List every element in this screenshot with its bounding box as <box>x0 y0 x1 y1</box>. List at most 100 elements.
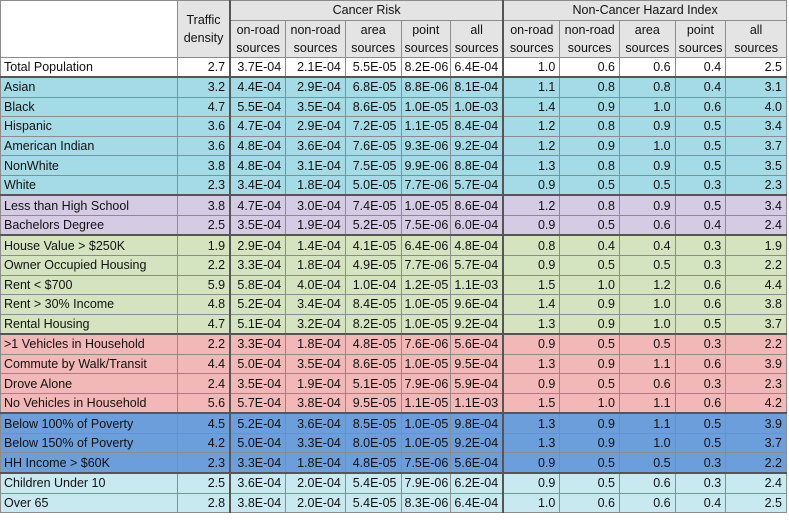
cancer-risk-cell: 5.7E-04 <box>450 255 504 276</box>
hazard-index-cell: 0.9 <box>502 214 561 236</box>
table-row: Total Population 2.7 3.7E-04 2.1E-04 5.5E-05… <box>0 56 787 78</box>
cancer-risk-cell: 5.6E-04 <box>450 333 504 355</box>
cancer-risk-cell: 9.2E-04 <box>450 432 504 454</box>
cancer-risk-cell: 2.9E-04 <box>229 234 287 257</box>
hazard-index-cell: 3.7 <box>725 135 787 157</box>
cancer-risk-cell: 3.8E-04 <box>229 492 287 514</box>
hazard-index-cell: 1.0 <box>619 432 676 454</box>
hazard-index-cell: 3.5 <box>725 155 787 176</box>
cancer-risk-cell: 8.6E-05 <box>344 353 402 375</box>
hazard-index-cell: 1.0 <box>502 492 561 514</box>
cancer-risk-cell: 8.8E-04 <box>450 155 504 176</box>
risk-table: Traffic density Cancer Risk Non-Cancer H… <box>0 0 788 514</box>
cancer-risk-cell: 6.2E-04 <box>450 472 504 494</box>
cancer-risk-cell: 9.2E-04 <box>450 313 504 335</box>
hazard-index-cell: 0.8 <box>619 76 676 98</box>
cancer-risk-cell: 2.0E-04 <box>285 472 346 494</box>
hazard-index-cell: 1.0 <box>559 274 620 296</box>
hazard-index-cell: 2.5 <box>725 56 787 78</box>
hazard-index-cell: 0.9 <box>502 452 561 474</box>
cancer-risk-cell: 6.4E-06 <box>400 234 452 257</box>
header-row-sources: on-road sources non-road sources area sources… <box>1 19 787 58</box>
cancer-risk-cell: 2.1E-04 <box>285 56 346 78</box>
cancer-risk-cell: 5.0E-04 <box>229 432 287 454</box>
table-body: Total Population 2.7 3.7E-04 2.1E-04 5.5E-05… <box>0 56 787 514</box>
cancer-risk-cell: 9.3E-06 <box>400 135 452 157</box>
cancer-risk-cell: 7.5E-05 <box>344 155 402 176</box>
table-row: Drove Alone 2.4 3.5E-04 1.9E-04 5.1E-05 7.9E-… <box>0 373 787 394</box>
row-label: Black <box>0 96 178 118</box>
hazard-index-cell: 0.3 <box>674 373 727 394</box>
hazard-index-cell: 0.9 <box>619 194 676 216</box>
hazard-index-cell: 0.5 <box>674 412 727 434</box>
traffic-density-cell: 4.7 <box>176 96 231 118</box>
row-label: No Vehicles in Household <box>0 392 178 414</box>
cancer-risk-cell: 8.8E-06 <box>400 76 452 98</box>
cancer-risk-cell: 4.9E-05 <box>344 255 402 276</box>
hazard-index-cell: 1.3 <box>502 412 561 434</box>
row-label: Drove Alone <box>0 373 178 394</box>
cancer-risk-cell: 8.3E-06 <box>400 492 452 514</box>
hazard-index-cell: 3.7 <box>725 313 787 335</box>
table-row: Hispanic 3.6 4.7E-04 2.9E-04 7.2E-05 1.1E-05 8… <box>0 116 787 137</box>
cancer-risk-cell: 5.5E-04 <box>229 96 287 118</box>
hazard-index-cell: 1.2 <box>619 274 676 296</box>
hazard-index-cell: 0.3 <box>674 234 727 257</box>
row-label: American Indian <box>0 135 178 157</box>
hazard-index-cell: 0.9 <box>502 472 561 494</box>
cancer-risk-cell: 1.0E-03 <box>450 96 504 118</box>
hazard-index-cell: 1.0 <box>502 56 561 78</box>
hazard-index-cell: 0.9 <box>502 255 561 276</box>
hazard-index-cell: 0.5 <box>674 194 727 216</box>
cancer-risk-cell: 1.0E-05 <box>400 294 452 315</box>
hazard-index-cell: 1.5 <box>502 392 561 414</box>
traffic-density-cell: 2.2 <box>176 333 231 355</box>
header-cancer-risk: Cancer Risk <box>229 0 504 21</box>
cancer-risk-cell: 8.0E-05 <box>344 432 402 454</box>
cancer-risk-cell: 5.4E-05 <box>344 492 402 514</box>
hazard-index-cell: 1.4 <box>502 96 561 118</box>
table-row: Commute by Walk/Transit 4.4 5.0E-04 3.5E-04… <box>0 353 787 375</box>
cancer-risk-cell: 9.5E-05 <box>344 392 402 414</box>
header-corner <box>0 0 178 58</box>
table-row: Bachelors Degree 2.5 3.5E-04 1.9E-04 5.2E-05… <box>0 214 787 236</box>
cancer-risk-cell: 4.8E-05 <box>344 452 402 474</box>
hazard-index-cell: 0.9 <box>559 313 620 335</box>
cancer-risk-cell: 1.0E-05 <box>400 353 452 375</box>
hazard-index-cell: 0.6 <box>674 274 727 296</box>
traffic-density-cell: 2.3 <box>176 452 231 474</box>
cancer-risk-cell: 3.5E-04 <box>229 214 287 236</box>
hazard-index-cell: 0.5 <box>559 472 620 494</box>
hazard-index-cell: 3.7 <box>725 432 787 454</box>
hazard-index-cell: 1.4 <box>502 294 561 315</box>
hazard-index-cell: 0.5 <box>674 313 727 335</box>
hazard-index-cell: 0.9 <box>559 412 620 434</box>
hazard-index-cell: 0.5 <box>674 116 727 137</box>
hazard-index-cell: 0.6 <box>619 492 676 514</box>
hazard-index-cell: 0.8 <box>559 194 620 216</box>
header-cancer-area-sources: area sources <box>344 19 402 58</box>
table-row: Below 150% of Poverty 4.2 5.0E-04 3.3E-04 8.… <box>0 432 787 454</box>
traffic-density-cell: 1.9 <box>176 234 231 257</box>
cancer-risk-cell: 5.2E-04 <box>229 294 287 315</box>
header-row-group: Traffic density Cancer Risk Non-Cancer H… <box>0 0 788 58</box>
row-label: Rent > 30% Income <box>0 294 178 315</box>
traffic-density-cell: 3.6 <box>176 135 231 157</box>
cancer-risk-cell: 5.1E-05 <box>344 373 402 394</box>
cancer-risk-cell: 7.6E-05 <box>344 135 402 157</box>
cancer-risk-cell: 4.1E-05 <box>344 234 402 257</box>
header-cancer-point-sources: point sources <box>400 19 452 58</box>
cancer-risk-cell: 8.5E-05 <box>344 412 402 434</box>
cancer-risk-cell: 3.3E-04 <box>229 452 287 474</box>
hazard-index-cell: 0.9 <box>559 353 620 375</box>
hazard-index-cell: 1.3 <box>502 353 561 375</box>
hazard-index-cell: 4.0 <box>725 96 787 118</box>
hazard-index-cell: 0.3 <box>674 255 727 276</box>
hazard-index-cell: 1.0 <box>559 392 620 414</box>
traffic-density-cell: 4.7 <box>176 313 231 335</box>
hazard-index-cell: 1.3 <box>502 313 561 335</box>
hazard-index-cell: 0.9 <box>619 116 676 137</box>
table-row: Owner Occupied Housing 2.2 3.3E-04 1.8E-04 4… <box>0 255 787 276</box>
cancer-risk-cell: 5.7E-04 <box>450 174 504 196</box>
cancer-risk-cell: 5.9E-04 <box>450 373 504 394</box>
